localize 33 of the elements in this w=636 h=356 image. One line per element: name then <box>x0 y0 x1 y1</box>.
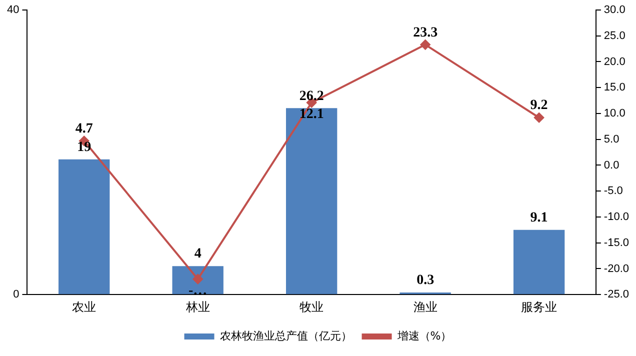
y2-tick-label: 30.0 <box>604 4 626 16</box>
y2-tick-label: 0.0 <box>604 159 620 172</box>
bar <box>58 159 110 294</box>
x-tick-label: 渔业 <box>413 300 438 314</box>
y2-tick-label: -15.0 <box>604 236 630 249</box>
y2-tick-label: -20.0 <box>604 262 630 275</box>
data-label: 4 <box>194 246 202 262</box>
y2-tick-label: 20.0 <box>604 56 626 68</box>
bar <box>286 108 338 294</box>
y2-tick-label: -5.0 <box>604 185 623 198</box>
point <box>420 40 430 50</box>
x-tick-label: 农业 <box>72 300 96 314</box>
y2-tick-label: 25.0 <box>604 30 626 42</box>
y2-tick-label: 5.0 <box>604 133 620 146</box>
legend-label: 增速（%） <box>396 329 452 342</box>
y-tick-label: 40 <box>6 4 20 16</box>
x-tick-label: 服务业 <box>521 300 558 314</box>
data-label: 4.7 <box>75 122 93 137</box>
data-label: 23.3 <box>413 25 438 40</box>
data-label: 9.2 <box>530 98 548 114</box>
y2-tick-label: -25.0 <box>604 288 630 301</box>
y2-tick-label: 15.0 <box>604 82 626 94</box>
x-tick-label: 林业 <box>184 300 210 314</box>
y-tick-label: 0 <box>13 288 20 301</box>
x-tick-label: 牧业 <box>300 300 324 314</box>
bar <box>513 230 565 294</box>
point <box>192 274 203 284</box>
y2-tick-label: 10.0 <box>604 108 626 120</box>
y2-tick-label: -10.0 <box>604 211 630 224</box>
data-label: 9.1 <box>530 210 548 226</box>
legend-label: 农林牧渔业总产值（亿元） <box>220 329 352 342</box>
point <box>534 112 544 123</box>
data-label: 0.3 <box>416 273 434 288</box>
